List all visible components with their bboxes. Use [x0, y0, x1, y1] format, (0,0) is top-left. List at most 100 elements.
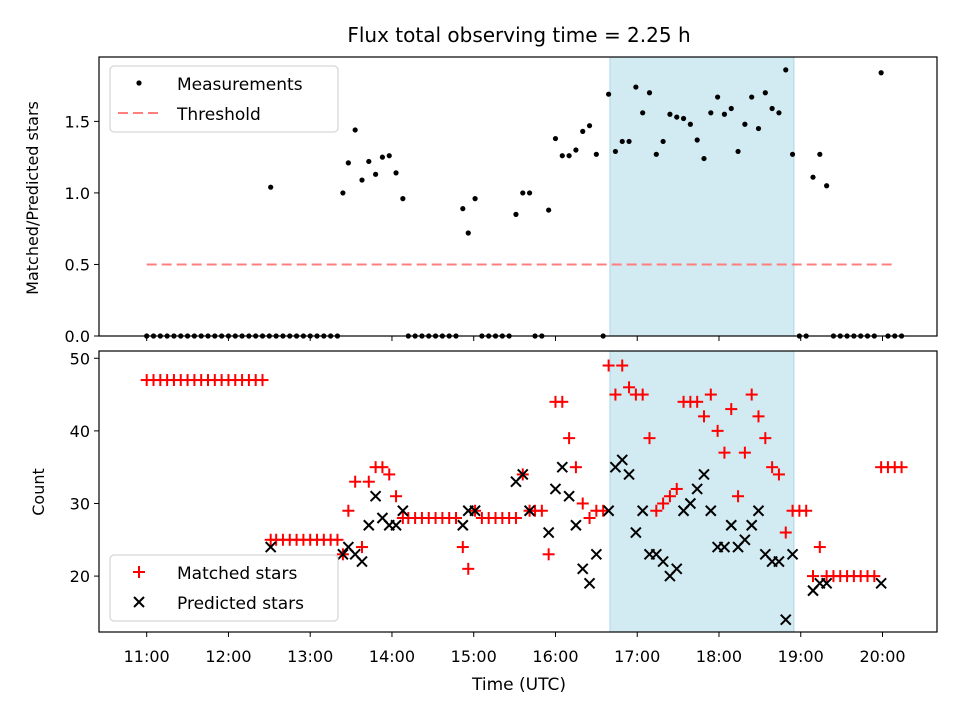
measurement-point [573, 147, 579, 153]
measurement-point [789, 151, 796, 157]
measurement-point [721, 111, 728, 117]
measurement-point [559, 153, 565, 159]
matched-star-point [542, 548, 555, 561]
predicted-star-point [752, 505, 765, 517]
measurement-point [701, 155, 707, 162]
measurement-point [400, 196, 406, 202]
predicted-star-point [469, 505, 481, 517]
matched-star-point [349, 475, 362, 488]
predicted-star-point [570, 519, 582, 531]
measurement-point [755, 125, 762, 132]
measurement-point [586, 123, 593, 129]
top-y-tick-label: 1.0 [65, 184, 90, 203]
predicted-star-point [623, 468, 635, 481]
predicted-star-point [705, 505, 717, 517]
measurement-point [653, 151, 659, 157]
matched-star-point [342, 504, 355, 517]
matched-star-point [800, 504, 813, 517]
predicted-star-point [517, 468, 529, 481]
matched-star-point [362, 475, 375, 488]
measurement-point [687, 121, 693, 127]
matched-star-point [772, 468, 785, 481]
measurement-point [817, 151, 823, 157]
measurement-point [612, 148, 619, 155]
top-y-axis-label: Matched/Predicted stars [23, 101, 42, 295]
predicted-star-point [602, 505, 615, 517]
measurement-point [878, 70, 884, 76]
measurement-point [776, 110, 782, 116]
predicted-star-point [773, 555, 785, 568]
matched-star-point [704, 388, 717, 401]
x-tick-label: 12:00 [205, 647, 251, 666]
matched-star-point [643, 432, 656, 445]
matched-star-point [390, 490, 403, 503]
matched-star-point [670, 482, 683, 495]
measurement-point [674, 114, 680, 120]
predicted-star-point [583, 577, 596, 590]
legend-predicted-label: Predicted stars [177, 594, 304, 614]
measurement-point [660, 138, 666, 145]
matched-star-point [563, 432, 576, 445]
measurement-point [824, 183, 830, 189]
x-tick-label: 16:00 [532, 647, 578, 666]
predicted-star-point [390, 519, 402, 531]
matched-star-point [711, 424, 724, 437]
matched-star-point [331, 533, 344, 546]
top-y-tick-label: 0.5 [65, 255, 90, 274]
measurement-point [749, 94, 755, 100]
matched-star-point [556, 395, 569, 408]
x-tick-label: 19:00 [778, 647, 824, 666]
matched-star-point [697, 410, 710, 423]
measurement-point [667, 111, 673, 117]
matched-star-point [636, 388, 649, 401]
measurement-point [593, 151, 599, 157]
measurement-point [520, 190, 526, 196]
bottom-y-tick-label: 20 [70, 567, 90, 586]
bottom-panel-frame [98, 350, 938, 633]
bottom-y-axis-ticks: 20 30 40 50 [70, 349, 99, 586]
predicted-star-point [264, 541, 277, 553]
matched-star-point [766, 461, 779, 474]
predicted-star-point [657, 555, 669, 568]
measurement-point [460, 206, 466, 212]
matched-star-point [383, 468, 396, 481]
bottom-observing-window-shade [609, 350, 795, 633]
x-tick-label: 17:00 [614, 647, 660, 666]
matched-star-point [691, 395, 704, 408]
matched-star-point [355, 541, 368, 554]
top-x-axis-ticks [146, 336, 883, 341]
matched-star-point [462, 562, 475, 575]
matched-star-point [623, 381, 636, 394]
measurement-point [386, 153, 392, 159]
matched-star-point [456, 541, 469, 554]
predicted-star-point [630, 526, 642, 539]
bottom-y-tick-label: 40 [70, 422, 90, 441]
predicted-star-point [523, 505, 536, 517]
matched-star-point [569, 461, 582, 474]
predicted-star-point [698, 468, 710, 481]
matched-star-point [895, 461, 908, 474]
measurement-point [810, 174, 816, 180]
measurement-point [513, 211, 519, 217]
predicted-star-point [369, 490, 382, 502]
measurement-point [340, 190, 346, 196]
matched-star-point [725, 403, 738, 416]
measurement-point [465, 230, 471, 236]
x-tick-label: 20:00 [859, 647, 905, 666]
matched-stars-series [140, 359, 908, 583]
measurement-point [552, 135, 559, 142]
top-y-axis-ticks: 0.0 0.5 1.0 1.5 [65, 112, 99, 346]
predicted-star-point [780, 613, 792, 626]
measurement-point [646, 90, 653, 96]
measurement-point [762, 90, 768, 96]
predicted-star-point [671, 563, 683, 575]
matched-star-point [535, 504, 548, 517]
predicted-star-point [875, 577, 887, 590]
matched-star-point [732, 490, 745, 503]
top-panel-ratio: 0.0 0.5 1.0 1.5 Matched/Predicted stars Mea… [23, 56, 938, 346]
measurement-point [526, 190, 533, 196]
legend-measurements-marker [136, 80, 142, 86]
predicted-star-point [556, 461, 568, 473]
top-legend-box [109, 65, 339, 133]
